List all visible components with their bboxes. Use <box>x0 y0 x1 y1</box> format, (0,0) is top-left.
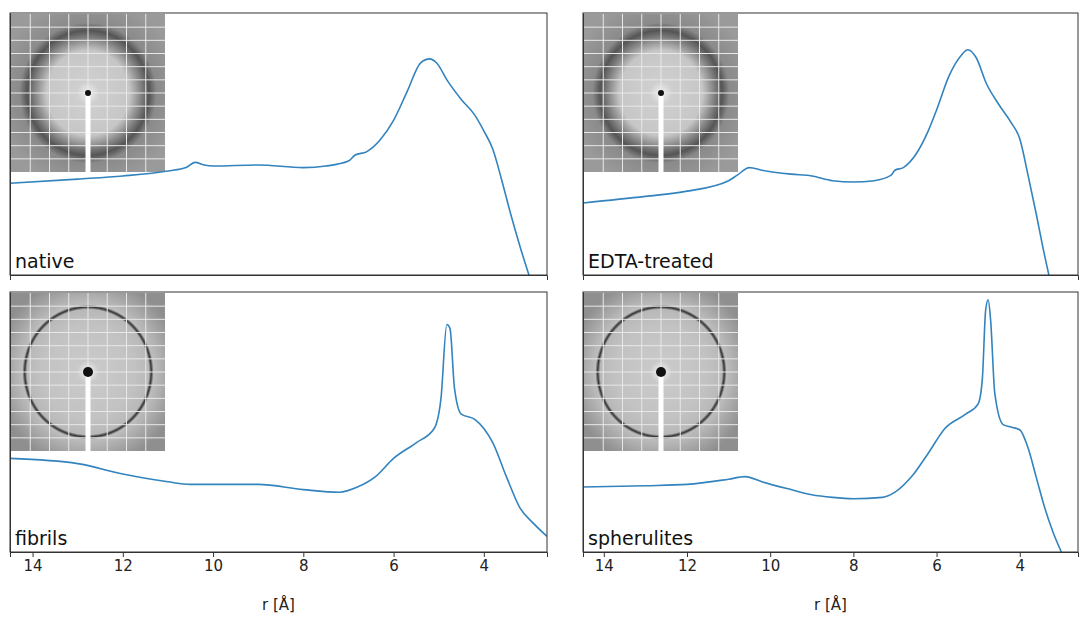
plot-area <box>10 59 529 275</box>
panel: 14 12 10 8 6 4 fibrils r [Å] <box>10 292 548 614</box>
detector-gap <box>584 27 738 28</box>
inset-image <box>584 14 738 172</box>
data-line <box>10 325 547 537</box>
detector-gap <box>584 66 738 67</box>
axis-line <box>584 276 1079 281</box>
x-axis <box>584 276 1079 281</box>
beam-center <box>658 90 664 96</box>
detector-gap <box>584 40 738 41</box>
axis-line <box>584 553 1079 558</box>
x-tick: 10 <box>204 552 223 575</box>
tick-label: 8 <box>849 557 859 575</box>
detector-gap <box>584 319 738 320</box>
detector-gap <box>11 319 165 320</box>
panel: 14 12 10 8 6 4 spherulites r [Å] <box>583 292 1079 614</box>
plot-area <box>583 300 1061 552</box>
x-tick: 8 <box>849 552 859 575</box>
detector-gap <box>11 332 165 333</box>
plot-area <box>10 325 547 537</box>
detector-gap <box>584 345 738 346</box>
data-line <box>10 59 529 275</box>
detector-gap <box>11 66 165 67</box>
inset-image <box>11 293 165 451</box>
detector-gap <box>11 79 165 80</box>
plot-area <box>583 50 1049 275</box>
figure: nativeEDTA-treated141210864fibrilsr [Å]1… <box>0 0 1087 618</box>
y-axis <box>583 293 584 553</box>
beam-stop <box>659 372 664 451</box>
plot-frame <box>583 292 1078 552</box>
inset-image <box>584 293 738 451</box>
detector-gap <box>584 332 738 333</box>
tick-label: 4 <box>480 557 490 575</box>
axis-line <box>583 293 584 553</box>
beam-stop <box>86 372 91 451</box>
detector-gap <box>11 40 165 41</box>
tick-label: 10 <box>204 557 223 575</box>
detector-gap <box>584 79 738 80</box>
plot-frame <box>583 13 1078 275</box>
detector-gap <box>584 53 738 54</box>
panel-title: native <box>15 250 74 272</box>
tick-label: 12 <box>114 557 133 575</box>
x-tick: 14 <box>595 552 614 575</box>
x-tick: 6 <box>932 552 942 575</box>
x-tick: 8 <box>299 552 309 575</box>
detector-gap <box>11 27 165 28</box>
tick-label: 12 <box>678 557 697 575</box>
x-axis-title: r [Å] <box>262 595 295 614</box>
axis-line <box>10 293 11 553</box>
x-tick: 10 <box>761 552 780 575</box>
panel: native <box>10 13 548 280</box>
y-axis <box>10 293 11 553</box>
x-tick: 12 <box>678 552 697 575</box>
inset-image <box>11 14 165 172</box>
tick-label: 4 <box>1015 557 1025 575</box>
x-tick: 4 <box>1015 552 1025 575</box>
x-tick: 6 <box>389 552 399 575</box>
detector-gap <box>11 345 165 346</box>
panel: EDTA-treated <box>583 13 1079 280</box>
beam-center <box>85 90 91 96</box>
tick-label: 8 <box>299 557 309 575</box>
x-axis: 14 12 10 8 6 4 <box>584 552 1079 575</box>
tick-label: 14 <box>595 557 614 575</box>
detector-gap <box>584 306 738 307</box>
panel-title: fibrils <box>15 527 67 549</box>
x-tick: 14 <box>24 552 43 575</box>
x-axis-title: r [Å] <box>814 595 847 614</box>
data-line <box>583 300 1061 552</box>
x-tick: 12 <box>114 552 133 575</box>
detector-gap <box>584 358 738 359</box>
axis-line <box>11 276 548 281</box>
y-axis <box>583 14 584 276</box>
detector-gap <box>11 358 165 359</box>
x-axis: 14 12 10 8 6 4 <box>11 552 548 575</box>
tick-label: 6 <box>932 557 942 575</box>
detector-gap <box>11 306 165 307</box>
detector-gap <box>11 53 165 54</box>
y-axis <box>10 14 11 276</box>
axis-line <box>583 14 584 276</box>
panel-title: spherulites <box>588 527 693 549</box>
axis-line <box>10 14 11 276</box>
panel-title: EDTA-treated <box>588 250 714 272</box>
beam-center <box>656 367 666 377</box>
tick-label: 6 <box>389 557 399 575</box>
x-axis <box>11 276 548 281</box>
data-line <box>583 50 1049 275</box>
plot-frame <box>10 292 547 552</box>
tick-label: 14 <box>24 557 43 575</box>
plot-frame <box>10 13 547 275</box>
beam-stop <box>86 93 91 172</box>
beam-center <box>83 367 93 377</box>
tick-label: 10 <box>761 557 780 575</box>
axis-line <box>11 553 548 558</box>
beam-stop <box>659 93 664 172</box>
x-tick: 4 <box>480 552 490 575</box>
